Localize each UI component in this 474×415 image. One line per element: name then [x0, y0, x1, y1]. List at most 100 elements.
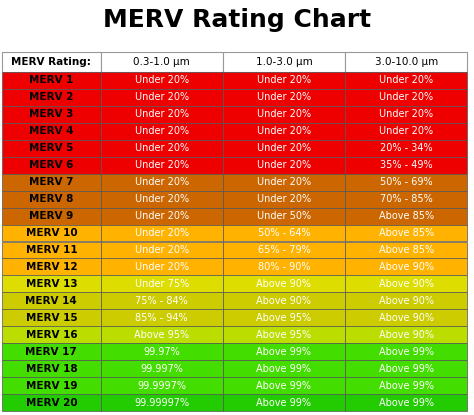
Bar: [345, 292, 467, 309]
Bar: [345, 225, 467, 242]
Bar: [100, 123, 223, 140]
Text: Under 20%: Under 20%: [135, 76, 189, 85]
Text: Above 90%: Above 90%: [379, 330, 434, 340]
Bar: [2, 225, 100, 242]
Bar: [223, 259, 345, 276]
Bar: [345, 360, 467, 377]
Bar: [2, 242, 100, 259]
Text: Under 20%: Under 20%: [135, 194, 189, 204]
Text: 35% - 49%: 35% - 49%: [380, 160, 432, 170]
Bar: [223, 123, 345, 140]
Bar: [2, 123, 100, 140]
Text: 99.97%: 99.97%: [144, 347, 180, 356]
Text: Under 20%: Under 20%: [135, 110, 189, 120]
Text: Above 90%: Above 90%: [379, 296, 434, 306]
Bar: [100, 309, 223, 326]
Bar: [345, 123, 467, 140]
Bar: [223, 394, 345, 411]
Text: Under 20%: Under 20%: [135, 143, 189, 153]
Text: MERV 8: MERV 8: [29, 194, 73, 204]
Text: Under 20%: Under 20%: [257, 93, 311, 103]
Bar: [345, 72, 467, 89]
Text: Above 90%: Above 90%: [256, 279, 311, 289]
Text: Above 90%: Above 90%: [379, 262, 434, 272]
Bar: [223, 276, 345, 292]
Text: Above 99%: Above 99%: [256, 364, 311, 374]
Text: Above 99%: Above 99%: [379, 398, 434, 408]
Text: 75% - 84%: 75% - 84%: [136, 296, 188, 306]
Bar: [223, 89, 345, 106]
Bar: [2, 157, 100, 174]
Bar: [345, 157, 467, 174]
Text: Under 20%: Under 20%: [135, 228, 189, 238]
Bar: [223, 208, 345, 225]
Bar: [2, 208, 100, 225]
Bar: [345, 394, 467, 411]
Text: Under 20%: Under 20%: [379, 76, 433, 85]
Text: Under 20%: Under 20%: [135, 126, 189, 136]
Text: 50% - 69%: 50% - 69%: [380, 177, 432, 187]
Text: 50% - 64%: 50% - 64%: [258, 228, 310, 238]
Text: MERV 20: MERV 20: [26, 398, 77, 408]
Text: 85% - 94%: 85% - 94%: [136, 313, 188, 323]
Bar: [223, 343, 345, 360]
Text: Above 85%: Above 85%: [379, 245, 434, 255]
Text: Above 95%: Above 95%: [256, 313, 311, 323]
Bar: [2, 259, 100, 276]
Text: Under 50%: Under 50%: [257, 211, 311, 221]
Bar: [223, 377, 345, 394]
Text: Under 20%: Under 20%: [135, 245, 189, 255]
Bar: [100, 208, 223, 225]
Text: Above 90%: Above 90%: [379, 313, 434, 323]
Text: MERV 19: MERV 19: [26, 381, 77, 391]
Bar: [345, 343, 467, 360]
Bar: [345, 106, 467, 123]
Text: MERV 1: MERV 1: [29, 76, 73, 85]
Text: Above 85%: Above 85%: [379, 211, 434, 221]
Text: Above 95%: Above 95%: [256, 330, 311, 340]
Bar: [100, 106, 223, 123]
Text: Under 20%: Under 20%: [257, 143, 311, 153]
Bar: [100, 140, 223, 157]
Bar: [2, 52, 100, 72]
Text: MERV 17: MERV 17: [26, 347, 77, 356]
Text: MERV 18: MERV 18: [26, 364, 77, 374]
Text: MERV 4: MERV 4: [29, 126, 73, 136]
Text: Above 85%: Above 85%: [379, 228, 434, 238]
Text: 20% - 34%: 20% - 34%: [380, 143, 432, 153]
Text: MERV 7: MERV 7: [29, 177, 73, 187]
Bar: [345, 174, 467, 190]
Bar: [2, 394, 100, 411]
Bar: [345, 326, 467, 343]
Bar: [100, 343, 223, 360]
Text: Under 20%: Under 20%: [257, 76, 311, 85]
Bar: [2, 89, 100, 106]
Text: Above 99%: Above 99%: [256, 381, 311, 391]
Text: Above 99%: Above 99%: [256, 398, 311, 408]
Text: Under 20%: Under 20%: [135, 93, 189, 103]
Text: MERV 2: MERV 2: [29, 93, 73, 103]
Text: MERV 5: MERV 5: [29, 143, 73, 153]
Bar: [100, 259, 223, 276]
Text: 70% - 85%: 70% - 85%: [380, 194, 433, 204]
Text: 99.99997%: 99.99997%: [134, 398, 189, 408]
Bar: [223, 242, 345, 259]
Bar: [2, 360, 100, 377]
Bar: [223, 360, 345, 377]
Text: Under 20%: Under 20%: [257, 177, 311, 187]
Bar: [2, 309, 100, 326]
Bar: [345, 89, 467, 106]
Bar: [223, 72, 345, 89]
Text: Above 99%: Above 99%: [379, 347, 434, 356]
Bar: [100, 174, 223, 190]
Text: Under 20%: Under 20%: [135, 262, 189, 272]
Bar: [345, 276, 467, 292]
Text: Under 20%: Under 20%: [379, 110, 433, 120]
Text: MERV 11: MERV 11: [26, 245, 77, 255]
Text: Under 20%: Under 20%: [257, 194, 311, 204]
Text: Above 99%: Above 99%: [379, 381, 434, 391]
Bar: [223, 292, 345, 309]
Bar: [345, 208, 467, 225]
Bar: [100, 360, 223, 377]
Bar: [100, 276, 223, 292]
